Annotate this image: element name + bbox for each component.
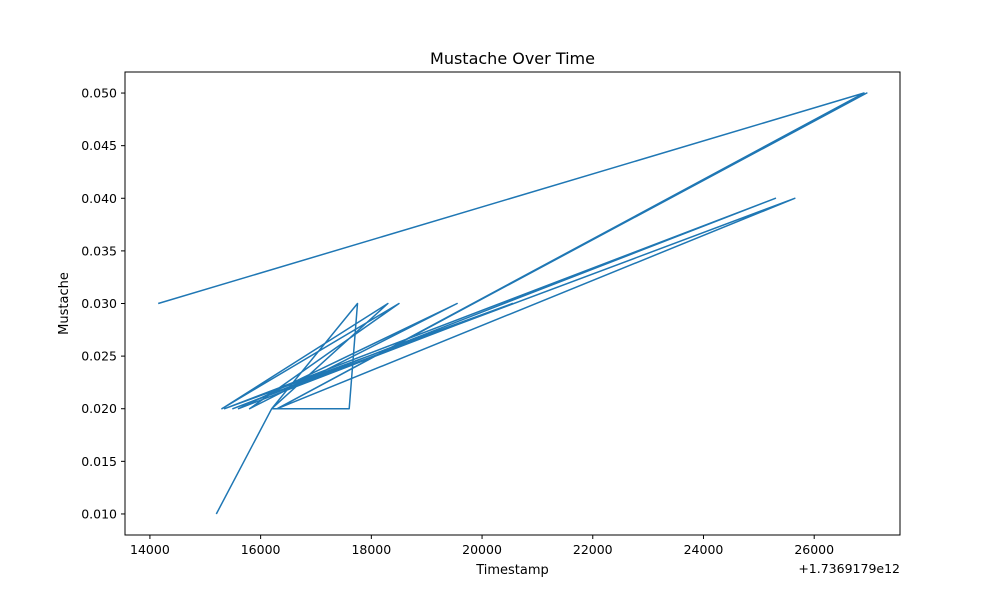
x-axis-label: Timestamp — [475, 563, 549, 578]
x-tick-label: 22000 — [573, 542, 613, 557]
chart-title: Mustache Over Time — [430, 49, 595, 68]
plot-frame — [124, 71, 901, 536]
y-tick-label: 0.045 — [81, 138, 117, 153]
y-axis-label: Mustache — [57, 272, 72, 335]
y-tick-label: 0.050 — [81, 86, 117, 101]
y-tick-label: 0.040 — [81, 191, 117, 206]
y-tick-label: 0.035 — [81, 243, 117, 258]
y-tick-label: 0.015 — [81, 454, 117, 469]
x-tick-label: 18000 — [351, 542, 391, 557]
y-tick-label: 0.010 — [81, 506, 117, 521]
axis-ticks: 14000 16000 18000 20000 22000 24000 26000 0.010… — [81, 86, 834, 557]
x-tick-label: 20000 — [462, 542, 502, 557]
y-tick-label: 0.030 — [81, 296, 117, 311]
y-tick-label: 0.020 — [81, 401, 117, 416]
x-axis-offset-label: +1.7369179e12 — [798, 561, 900, 576]
y-tick-label: 0.025 — [81, 349, 117, 364]
x-tick-label: 16000 — [241, 542, 281, 557]
x-tick-label: 26000 — [794, 542, 834, 557]
x-tick-label: 14000 — [130, 542, 170, 557]
series-line-mustache — [157, 92, 868, 515]
x-tick-label: 24000 — [684, 542, 724, 557]
